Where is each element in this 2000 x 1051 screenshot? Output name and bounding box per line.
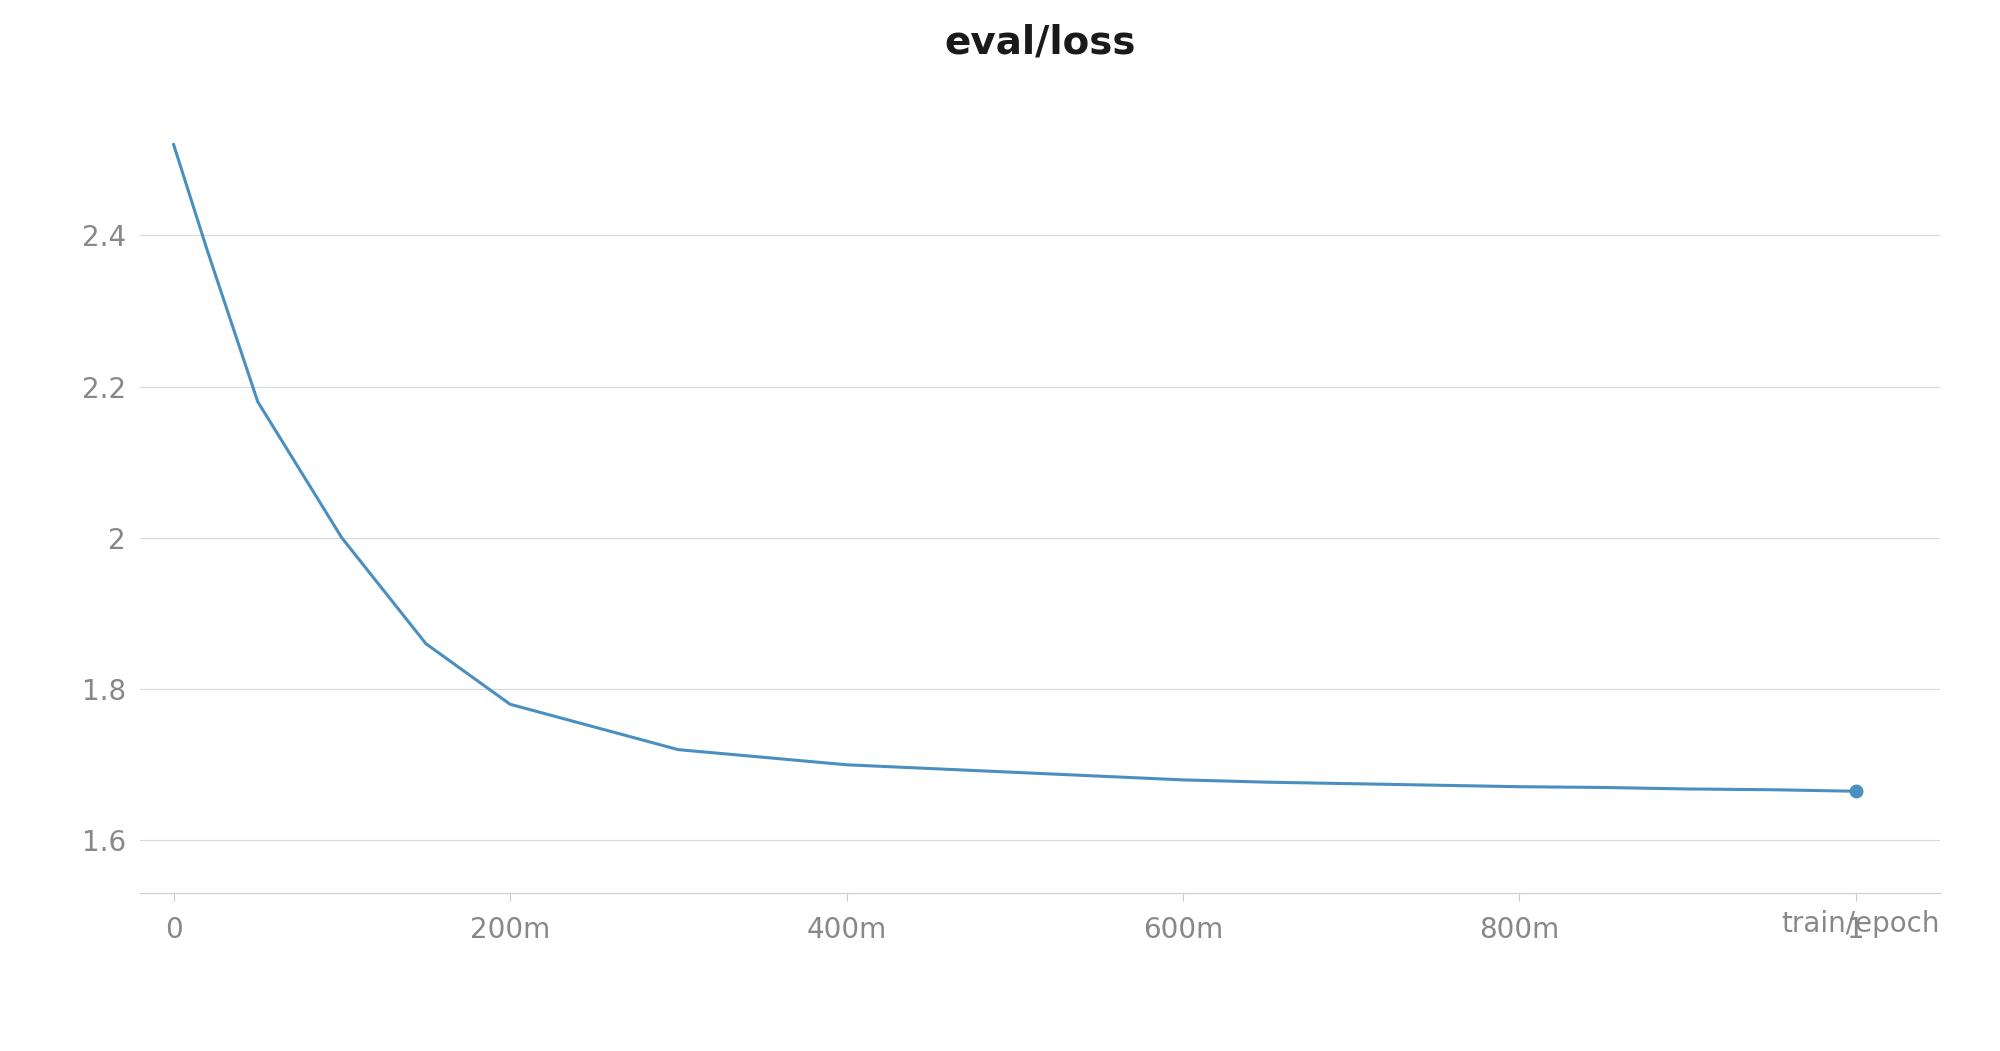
Title: eval/loss: eval/loss [944, 23, 1136, 62]
Text: train/epoch: train/epoch [1782, 910, 1940, 937]
